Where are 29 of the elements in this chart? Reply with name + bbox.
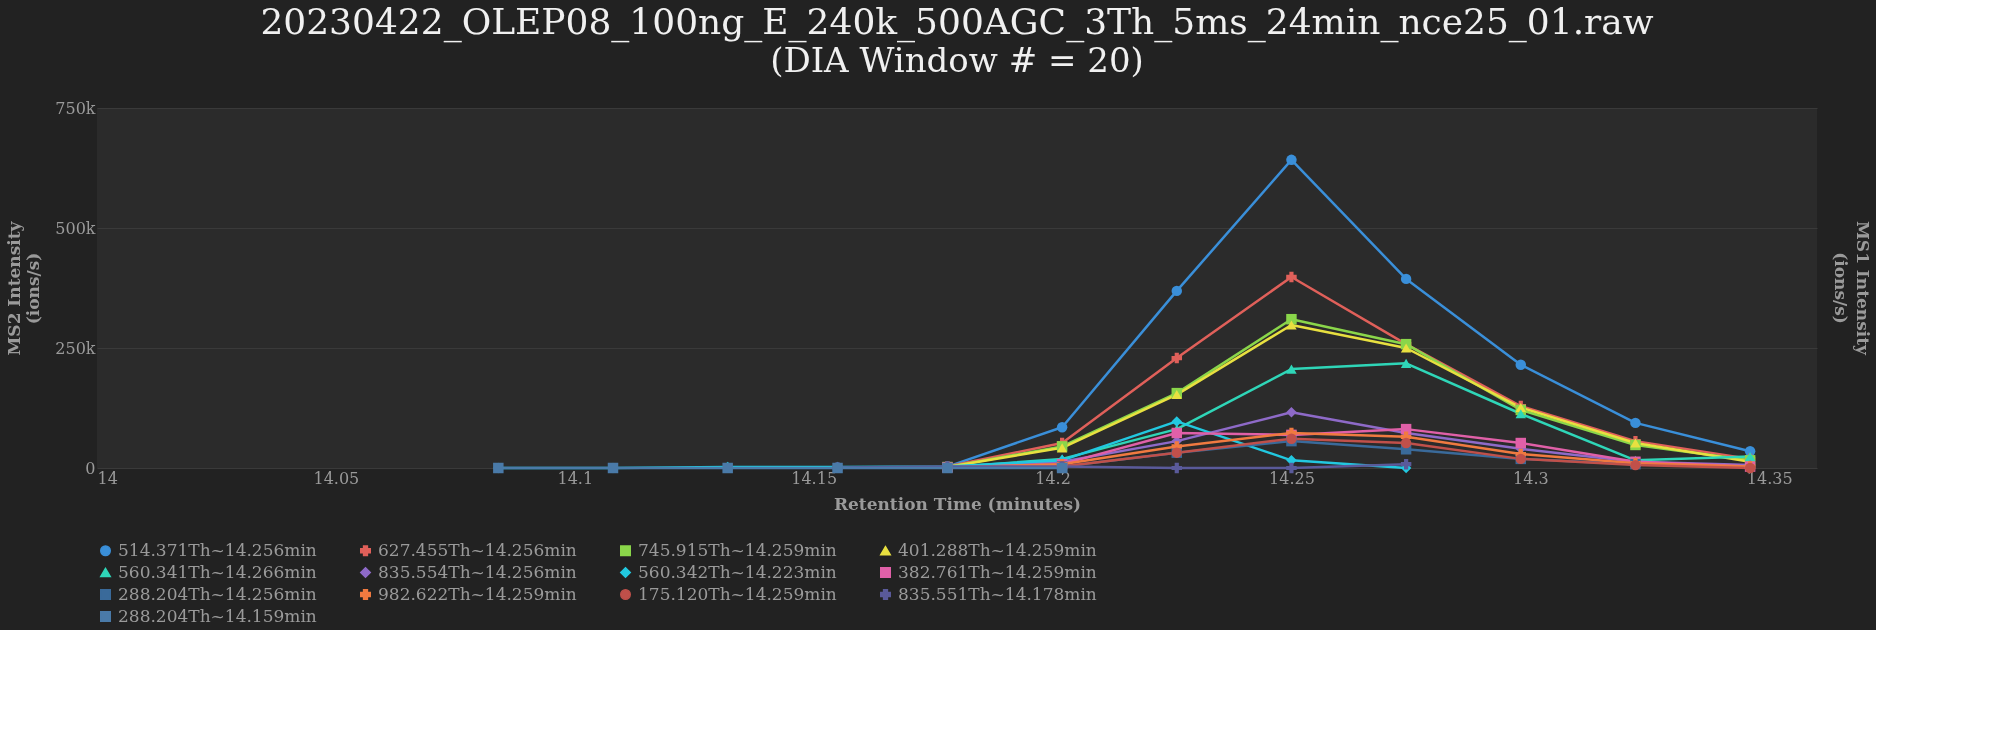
legend-label: 288.204Th~14.256min	[118, 583, 317, 604]
x-tick-label: 14.15	[791, 468, 838, 488]
legend-label: 288.204Th~14.159min	[118, 605, 317, 626]
x-tick-label: 14	[97, 468, 118, 488]
x-tick-label: 14.3	[1513, 468, 1549, 488]
legend-label: 982.622Th~14.259min	[378, 583, 577, 604]
chart-title: 20230422_OLEP08_100ng_E_240k_500AGC_3Th_5ms_24min_nce25_01.raw	[260, 1, 1654, 43]
y-axis-title: MS2 Intensity (ions/s)	[4, 220, 44, 356]
legend-label: 835.551Th~14.178min	[898, 583, 1097, 604]
legend-label: 560.342Th~14.223min	[638, 561, 837, 582]
legend-label: 745.915Th~14.259min	[638, 539, 837, 560]
legend-label: 175.120Th~14.259min	[638, 583, 837, 604]
legend-label: 560.341Th~14.266min	[118, 561, 317, 582]
legend-label: 835.554Th~14.256min	[378, 561, 577, 582]
x-tick-label: 14.2	[1035, 468, 1071, 488]
legend-label: 514.371Th~14.256min	[118, 539, 317, 560]
y2-axis-title: MS1 Intensity (ions/s)	[1831, 221, 1873, 357]
y-tick-label: 250k	[55, 338, 96, 358]
x-tick-label: 14.25	[1269, 468, 1315, 488]
y-tick-label: 750k	[55, 98, 96, 118]
y-tick-label: 500k	[55, 218, 96, 238]
x-tick-label: 14.05	[313, 468, 360, 488]
x-tick-label: 14.1	[557, 468, 594, 488]
x-tick-label: 14.35	[1746, 468, 1793, 488]
legend-label: 627.455Th~14.256min	[378, 539, 577, 560]
y-tick-label: 0	[85, 458, 96, 478]
legend-label: 382.761Th~14.259min	[898, 561, 1097, 582]
x-axis-title: Retention Time (minutes)	[833, 493, 1082, 514]
legend-label: 401.288Th~14.259min	[898, 539, 1097, 560]
